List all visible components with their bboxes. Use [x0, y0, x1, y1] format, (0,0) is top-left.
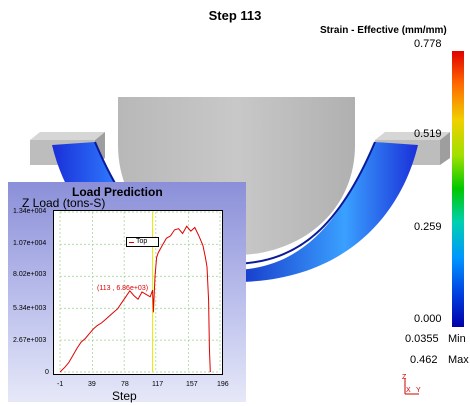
y-tick: 2.67e+003	[13, 337, 47, 344]
step-title: Step 113	[208, 8, 262, 23]
x-tick: -1	[57, 381, 64, 388]
min-value: 0.0355	[405, 333, 439, 345]
max-label: Max	[448, 354, 469, 366]
y-tick: 0	[45, 369, 49, 376]
top-tag-swatch	[129, 242, 134, 243]
x-tick: 157	[186, 381, 198, 388]
y-tick: 1.07e+004	[13, 240, 47, 247]
top-tag-box[interactable]: Top	[126, 237, 159, 247]
x-tick: 39	[88, 381, 96, 388]
max-value: 0.462	[410, 354, 438, 366]
axis-y-label: Y	[416, 387, 421, 394]
chart-xlabel: Step	[112, 389, 137, 403]
chart-title: Load Prediction	[72, 185, 163, 199]
colorbar-tick-min: 0.000	[414, 313, 442, 325]
axis-x-label: X	[406, 387, 411, 394]
y-tick: 5.34e+003	[13, 305, 47, 312]
colorbar-tick-2: 0.519	[414, 128, 442, 140]
min-label: Min	[448, 333, 466, 345]
top-tag-label: Top	[136, 238, 148, 245]
colorbar-tick-max: 0.778	[414, 38, 442, 50]
x-tick: 78	[121, 381, 129, 388]
load-series-line	[59, 225, 211, 373]
current-point-annotation: (113 , 6.86e+03)	[97, 285, 149, 292]
x-tick: 117	[152, 381, 164, 388]
x-tick: 196	[217, 381, 229, 388]
colorbar-tick-3: 0.259	[414, 221, 442, 233]
strain-colorbar	[452, 51, 464, 327]
y-tick: 1.34e+004	[13, 208, 47, 215]
legend-title: Strain - Effective (mm/mm)	[320, 25, 447, 36]
axis-z-label: Z	[402, 374, 407, 381]
y-tick: 8.02e+003	[13, 271, 47, 278]
chart-ylabel: Z Load (tons-S)	[22, 196, 106, 210]
axis-triad-icon	[404, 378, 419, 395]
